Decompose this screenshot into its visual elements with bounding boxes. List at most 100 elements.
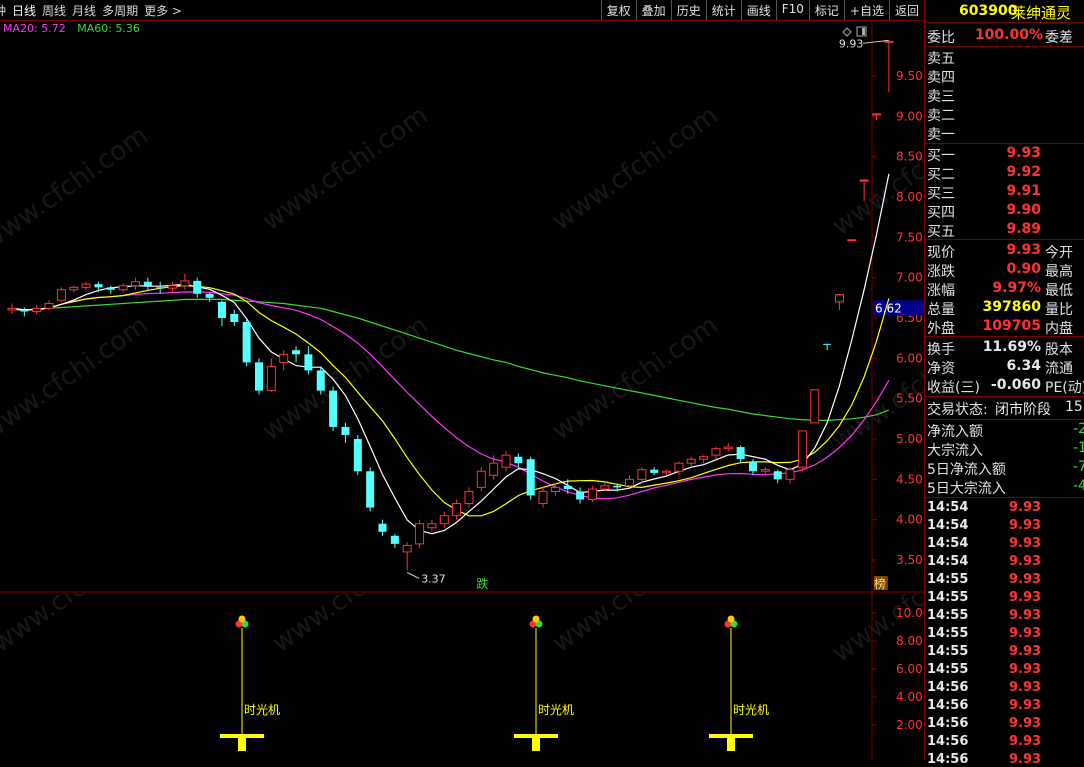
tick-time: 14:54 — [927, 500, 969, 515]
back-button[interactable]: 返回 — [888, 0, 924, 20]
candle-up — [180, 280, 190, 287]
weibi-row: 委比 100.00% 委差 — [925, 27, 1084, 46]
stat-row-label: 涨跌 — [927, 264, 955, 280]
candle-up — [501, 454, 511, 468]
candle-down — [156, 287, 165, 289]
flow-row-label: 5日净流入额 — [927, 462, 1006, 478]
stock-code: 603900 — [959, 3, 1018, 19]
stat-row: 外盘 109705 内盘 — [925, 318, 1084, 337]
sell-row-label: 卖四 — [927, 70, 955, 86]
tick-price: 9.93 — [1009, 500, 1042, 515]
stat2-row-value: 6.34 — [1006, 358, 1041, 374]
flow-row-label: 5日大宗流入 — [927, 481, 1006, 497]
price-axis: 9.509.008.508.007.507.006.506.005.505.00… — [872, 69, 924, 567]
candle-up — [723, 446, 733, 450]
candle-down — [378, 523, 387, 532]
diamond-icon — [842, 27, 852, 37]
buy-row-value: 9.91 — [1006, 183, 1041, 199]
weibi-label: 委比 — [927, 30, 955, 46]
candle-up — [662, 470, 672, 474]
candle-up — [637, 469, 647, 480]
candle-up — [674, 462, 684, 472]
sell-row: 卖一 — [925, 124, 1084, 143]
candle-up — [760, 469, 770, 472]
price-label: 4.00 — [896, 513, 923, 527]
indicator-label: 10.00 — [896, 606, 924, 620]
candle-up — [797, 430, 807, 468]
price-label: 8.00 — [896, 190, 923, 204]
overlay-button[interactable]: 叠加 — [635, 0, 671, 20]
low-arrow — [406, 572, 420, 579]
stat2-row: 收益(三) -0.060 PE(动) — [925, 377, 1084, 396]
add-favorite-button[interactable]: +自选 — [843, 0, 889, 20]
tick-time: 14:55 — [927, 626, 969, 641]
candle-up — [69, 286, 79, 291]
watermark-text: www.cfchi.com — [0, 310, 154, 446]
quote-panel: 603900 莱绅通灵 委比 100.00% 委差 卖五 卖四 卖三 卖二 卖一 买一 9… — [924, 0, 1084, 767]
signal-markers: 时光机 时光机 时光机 — [220, 615, 769, 751]
statistics-button[interactable]: 统计 — [705, 0, 741, 20]
restore-rights-button[interactable]: 复权 — [600, 0, 636, 20]
candle-down — [576, 491, 585, 500]
buy-row: 买一 9.93 — [925, 145, 1084, 164]
stat2-row-label: 净资 — [927, 361, 955, 377]
ma20-label: MA20: 5.72 — [3, 22, 66, 35]
history-button[interactable]: 历史 — [670, 0, 706, 20]
tab-monthly[interactable]: 月线 — [72, 4, 97, 18]
high-arrow — [862, 39, 889, 44]
candle-up — [810, 389, 820, 424]
tab-weekly[interactable]: 周线 — [42, 4, 67, 18]
buy-row-label: 买一 — [927, 148, 955, 164]
signal-label: 时光机 — [538, 703, 574, 717]
stat-row: 涨幅 9.97% 最低 — [925, 280, 1084, 299]
candle-up — [439, 515, 449, 525]
chart-tools: 复权 叠加 历史 统计 画线 F10 标记 +自选 返回 — [600, 0, 924, 20]
stat2-row-value: -0.060 — [990, 377, 1041, 393]
candle-up — [699, 456, 709, 460]
sell-row-label: 卖二 — [927, 108, 955, 124]
watermark-text: www.cfchi.com — [827, 105, 924, 241]
tab-more[interactable]: 更多 > — [144, 4, 182, 18]
candle-up — [118, 285, 128, 291]
low-annotation: 3.37 — [421, 572, 446, 585]
price-label: 9.50 — [896, 69, 923, 83]
candle-down — [823, 343, 832, 345]
watermark-text: www.cfchi.com — [0, 120, 154, 256]
tab-multi-period[interactable]: 多周期 — [102, 4, 139, 18]
f10-button[interactable]: F10 — [775, 0, 809, 20]
signal-label: 时光机 — [733, 703, 769, 717]
weicha-label: 委差 — [1045, 30, 1073, 46]
indicator-chart[interactable]: www.cfchi.com www.cfchi.com www.cfchi.com w… — [0, 593, 924, 761]
draw-line-button[interactable]: 画线 — [740, 0, 776, 20]
price-label: 4.50 — [896, 472, 923, 486]
tab-minute[interactable]: 钟 — [0, 4, 7, 18]
ma60-label: MA60: 5.36 — [77, 22, 140, 35]
price-label: 8.50 — [896, 150, 923, 164]
candle-down — [749, 461, 757, 472]
bang-marker: 榜 — [874, 576, 886, 591]
ma60-line — [12, 298, 890, 421]
price-label: 3.50 — [896, 553, 923, 567]
candle-down — [341, 426, 350, 435]
candle-up — [587, 488, 597, 501]
kline-chart[interactable]: www.cfchi.com www.cfchi.com www.cfchi.com w… — [0, 21, 924, 593]
indicator-label: 8.00 — [896, 634, 923, 648]
candle-up — [859, 179, 869, 182]
price-label: 7.50 — [896, 230, 923, 244]
candle-down — [20, 309, 29, 312]
candle-up — [131, 281, 140, 287]
current-price-tag-text: 6.62 — [875, 301, 902, 315]
tick-time: 14:55 — [927, 572, 969, 587]
stat-row-label2: 量比 — [1045, 302, 1073, 318]
flow-value: -1 — [1073, 440, 1084, 456]
candle-up — [56, 289, 66, 301]
candle-down — [106, 287, 115, 290]
candle-down — [143, 281, 152, 286]
tick-price: 9.93 — [1009, 698, 1042, 713]
mark-button[interactable]: 标记 — [808, 0, 844, 20]
stat-row-label2: 最高 — [1045, 264, 1073, 280]
candle-down — [329, 390, 338, 427]
pane-icons — [842, 26, 867, 37]
tab-daily[interactable]: 日线 — [12, 4, 37, 18]
candle-up — [32, 307, 42, 313]
